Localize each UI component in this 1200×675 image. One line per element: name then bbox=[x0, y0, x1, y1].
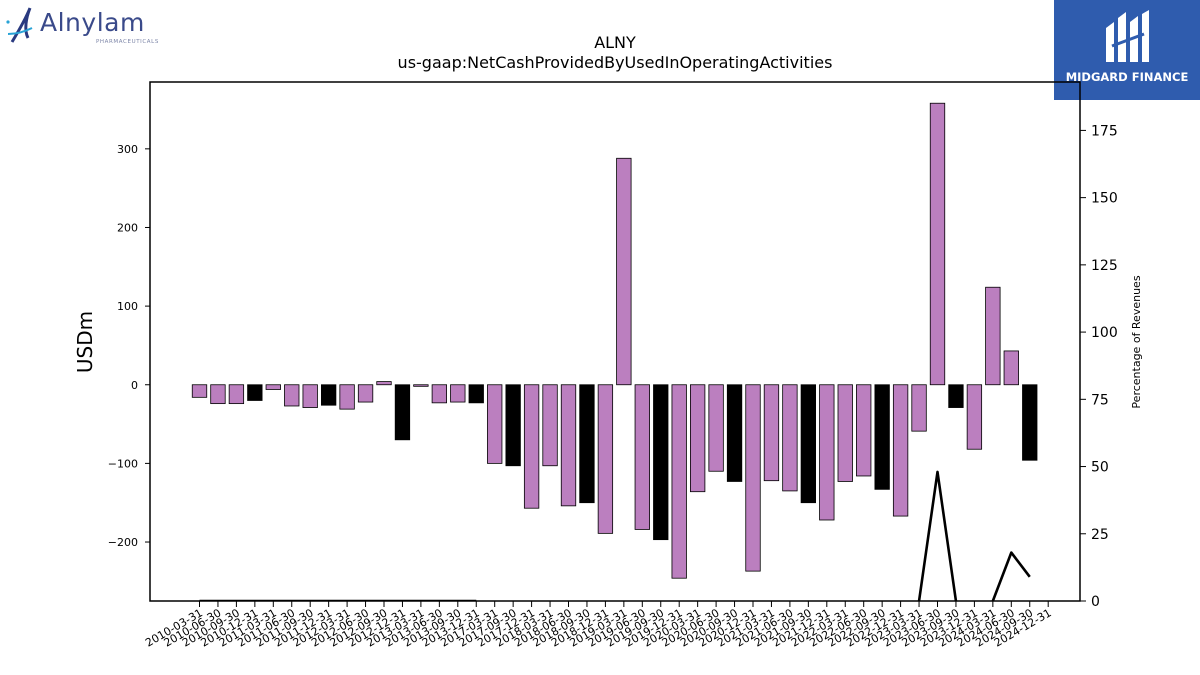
pct-line-segment-2 bbox=[917, 470, 958, 601]
y-tick-label: −200 bbox=[108, 536, 138, 549]
plot-frame bbox=[149, 81, 1081, 602]
y-axis-label: USDm bbox=[73, 311, 97, 373]
bar-2012-09-30 bbox=[376, 381, 392, 386]
y-tick-label: 300 bbox=[117, 143, 138, 156]
bar-2024-03-31 bbox=[985, 286, 1001, 386]
bar-2010-12-31 bbox=[247, 384, 263, 401]
pct-line-segment-3 bbox=[991, 551, 1031, 601]
bar-2010-09-30 bbox=[228, 384, 245, 405]
y2-tick-label: 150 bbox=[1091, 191, 1118, 207]
bar-2018-09-30 bbox=[579, 384, 595, 504]
y2-tick-label: 100 bbox=[1091, 325, 1118, 341]
alnylam-brand-text: Alnylam bbox=[40, 8, 145, 37]
bar-2013-09-30 bbox=[450, 384, 466, 403]
bar-2012-06-30 bbox=[357, 384, 374, 403]
bar-2011-03-31 bbox=[265, 384, 281, 390]
bar-2011-12-31 bbox=[320, 384, 337, 406]
y2-axis-ticks: 0 25 50 75 100 125 150 175 bbox=[1080, 123, 1118, 610]
alnylam-swoosh-icon bbox=[6, 7, 33, 43]
y-axis-ticks: −200 −100 0 100 200 300 bbox=[108, 143, 150, 549]
y2-tick-label: 25 bbox=[1091, 527, 1109, 543]
bar-series bbox=[191, 102, 1038, 579]
midgard-brand-text: MIDGARD FINANCE bbox=[1065, 70, 1189, 84]
bar-2022-12-31 bbox=[892, 384, 909, 517]
y-tick-label: −100 bbox=[108, 457, 138, 470]
bar-2021-09-30 bbox=[800, 384, 816, 504]
bar-2019-03-31 bbox=[616, 157, 632, 386]
chart-subtitle: us-gaap:NetCashProvidedByUsedInOperating… bbox=[398, 53, 833, 72]
bar-2018-12-31 bbox=[597, 384, 614, 534]
bar-2011-09-30 bbox=[302, 384, 318, 408]
bar-2023-12-31 bbox=[966, 384, 983, 450]
midgard-finance-logo: MIDGARD FINANCE bbox=[1054, 0, 1200, 100]
chart-title: ALNY bbox=[594, 33, 636, 52]
bar-2020-12-31 bbox=[745, 384, 761, 572]
axes bbox=[149, 81, 1081, 602]
alnylam-sub-text: PHARMACEUTICALS bbox=[96, 39, 159, 45]
bar-2013-12-31 bbox=[468, 384, 484, 404]
bar-2013-03-31 bbox=[413, 384, 429, 387]
bar-2010-03-31 bbox=[191, 384, 208, 398]
y2-tick-label: 175 bbox=[1091, 123, 1118, 139]
bar-2012-12-31 bbox=[394, 384, 411, 441]
bar-2019-09-30 bbox=[653, 384, 669, 541]
bar-2021-03-31 bbox=[763, 384, 780, 482]
bar-2010-06-30 bbox=[210, 384, 226, 405]
bar-2017-09-30 bbox=[505, 384, 521, 467]
bar-2017-12-31 bbox=[523, 384, 540, 509]
bar-2022-03-31 bbox=[837, 384, 853, 482]
bar-2023-06-30 bbox=[929, 102, 946, 386]
bar-2020-03-31 bbox=[690, 384, 706, 493]
y2-axis-label: Percentage of Revenues bbox=[1130, 275, 1143, 408]
bar-2012-03-31 bbox=[339, 384, 355, 410]
bar-2022-06-30 bbox=[856, 384, 872, 477]
y-tick-label: 200 bbox=[117, 221, 138, 234]
bar-2024-09-30 bbox=[1022, 384, 1038, 461]
bar-2019-12-31 bbox=[671, 384, 687, 579]
y2-tick-label: 0 bbox=[1091, 594, 1100, 610]
bar-2023-03-31 bbox=[911, 384, 927, 432]
bar-2019-06-30 bbox=[634, 384, 650, 530]
y-tick-label: 0 bbox=[131, 379, 138, 392]
bar-2013-06-30 bbox=[431, 384, 448, 404]
bar-2021-12-31 bbox=[819, 384, 835, 521]
bar-2018-03-31 bbox=[542, 384, 558, 467]
bar-2022-09-30 bbox=[874, 384, 890, 490]
bar-2020-09-30 bbox=[726, 384, 743, 482]
y2-tick-label: 75 bbox=[1091, 392, 1109, 408]
y-tick-label: 100 bbox=[117, 300, 138, 313]
alnylam-logo: Alnylam PHARMACEUTICALS bbox=[4, 4, 164, 48]
y2-tick-label: 50 bbox=[1091, 460, 1109, 476]
bar-2024-06-30 bbox=[1003, 350, 1019, 386]
bar-2020-06-30 bbox=[708, 384, 724, 472]
y2-tick-label: 125 bbox=[1091, 258, 1118, 274]
midgard-emblem-icon bbox=[1106, 10, 1149, 62]
bar-2021-06-30 bbox=[782, 384, 798, 492]
bar-2023-09-30 bbox=[948, 384, 964, 408]
bar-2017-03-31 bbox=[487, 384, 503, 464]
x-axis-ticks: 2010-03-312010-06-302010-09-302010-12-31… bbox=[143, 601, 1054, 650]
bar-2018-06-30 bbox=[560, 384, 577, 507]
pct-of-revenues-line bbox=[199, 470, 1031, 601]
bar-2011-06-30 bbox=[284, 384, 300, 407]
